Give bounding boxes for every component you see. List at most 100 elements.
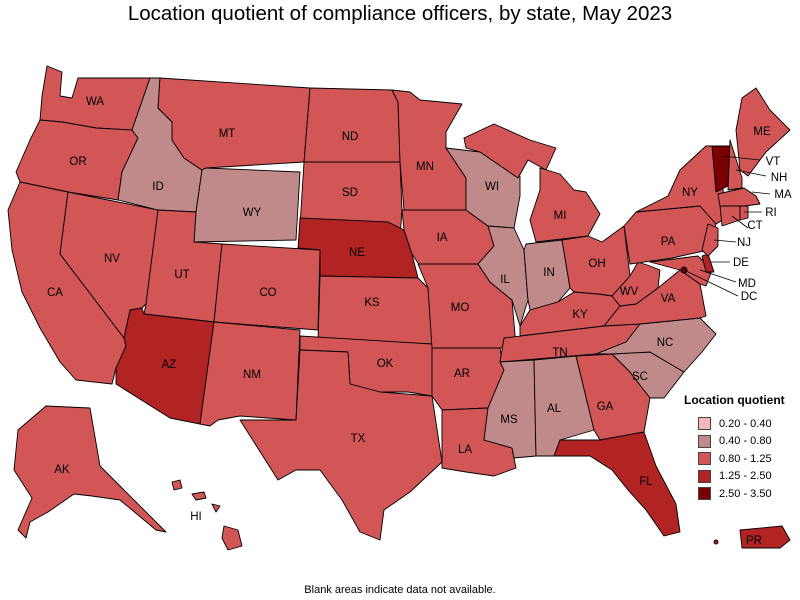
legend-swatch — [698, 487, 711, 501]
label-al: AL — [547, 403, 562, 415]
state-ma[interactable] — [717, 187, 761, 207]
label-sc: SC — [632, 371, 648, 383]
legend: Location quotient 0.20 - 0.40 0.40 - 0.80… — [684, 393, 796, 503]
legend-title: Location quotient — [684, 393, 785, 407]
state-md[interactable] — [649, 255, 713, 287]
state-de[interactable] — [701, 253, 715, 273]
label-tx: TX — [351, 433, 366, 445]
state-wy[interactable] — [193, 167, 301, 243]
legend-swatch — [698, 417, 711, 431]
label-pr: PR — [746, 535, 762, 547]
label-ri: RI — [765, 207, 777, 219]
label-va: VA — [661, 293, 676, 305]
label-pa: PA — [661, 236, 676, 248]
legend-item: 0.40 - 0.80 — [684, 433, 796, 451]
state-nm[interactable] — [199, 321, 301, 427]
state-ak[interactable] — [13, 405, 167, 539]
legend-label: 0.40 - 0.80 — [719, 435, 772, 448]
state-labels: WA OR CA NV ID MT WY UT AZ CO NM ND SD N… — [47, 96, 792, 547]
label-tn: TN — [552, 347, 567, 359]
label-nh: NH — [771, 172, 788, 184]
label-ct: CT — [747, 220, 762, 232]
label-vt: VT — [766, 156, 781, 168]
label-or: OR — [69, 156, 86, 168]
state-wv[interactable] — [611, 261, 661, 307]
state-il[interactable] — [477, 225, 529, 327]
label-az: AZ — [162, 359, 177, 371]
state-me[interactable] — [735, 87, 791, 177]
state-ct[interactable] — [719, 205, 741, 227]
label-mn: MN — [416, 161, 434, 173]
state-tx[interactable] — [239, 349, 443, 541]
state-hi-2[interactable] — [191, 491, 207, 501]
label-dc: DC — [741, 291, 758, 303]
label-ky: KY — [572, 309, 588, 321]
label-ma: MA — [774, 189, 792, 201]
legend-label: 2.50 - 3.50 — [719, 487, 772, 500]
label-mo: MO — [451, 302, 470, 314]
state-fl[interactable] — [553, 431, 681, 537]
label-ga: GA — [597, 401, 614, 413]
legend-label: 0.80 - 1.25 — [719, 452, 772, 465]
label-wy: WY — [243, 207, 262, 219]
legend-item: 1.25 - 2.50 — [684, 468, 796, 486]
label-me: ME — [753, 126, 771, 138]
label-co: CO — [259, 287, 276, 299]
state-pa[interactable] — [623, 205, 717, 265]
state-ks[interactable] — [317, 275, 433, 345]
label-mt: MT — [219, 128, 236, 140]
label-wi: WI — [485, 181, 499, 193]
label-hi: HI — [190, 511, 202, 523]
label-leader-lines — [683, 155, 771, 297]
label-md: MD — [738, 278, 756, 290]
label-nj: NJ — [737, 237, 751, 249]
state-nj[interactable] — [701, 223, 719, 257]
label-nm: NM — [243, 369, 261, 381]
label-mi: MI — [554, 210, 567, 222]
footnote: Blank areas indicate data not available. — [304, 584, 496, 596]
state-pr[interactable] — [739, 525, 791, 549]
legend-item: 0.80 - 1.25 — [684, 450, 796, 468]
label-ca: CA — [47, 287, 63, 299]
label-id: ID — [152, 181, 164, 193]
legend-label: 1.25 - 2.50 — [719, 470, 772, 483]
label-ak: AK — [54, 464, 70, 476]
state-nd[interactable] — [303, 87, 401, 163]
label-ut: UT — [174, 269, 189, 281]
legend-rows: 0.20 - 0.40 0.40 - 0.80 0.80 - 1.25 1.25 - … — [684, 415, 796, 503]
state-mi[interactable] — [463, 123, 557, 179]
label-la: LA — [458, 444, 472, 456]
state-hi-1[interactable] — [171, 479, 183, 491]
label-wv: WV — [620, 286, 639, 298]
legend-swatch — [698, 469, 711, 483]
label-ms: MS — [500, 414, 518, 426]
state-pr-island[interactable] — [713, 539, 719, 545]
legend-swatch — [698, 434, 711, 448]
state-ri[interactable] — [739, 205, 749, 221]
label-nc: NC — [657, 337, 674, 349]
legend-swatch — [698, 452, 711, 466]
state-mi-lower[interactable] — [529, 167, 601, 243]
label-oh: OH — [588, 258, 605, 270]
legend-item: 0.20 - 0.40 — [684, 415, 796, 433]
label-nd: ND — [342, 131, 359, 143]
state-nc[interactable] — [595, 317, 717, 373]
map-title: Location quotient of compliance officers… — [127, 2, 673, 25]
label-in: IN — [543, 267, 555, 279]
label-ar: AR — [454, 368, 470, 380]
label-ny: NY — [682, 187, 698, 199]
label-fl: FL — [639, 476, 653, 488]
state-hi-4[interactable] — [221, 525, 243, 551]
label-wa: WA — [86, 96, 104, 108]
state-hi-3[interactable] — [211, 503, 221, 513]
label-nv: NV — [104, 253, 120, 265]
label-il: IL — [500, 274, 510, 286]
label-ia: IA — [437, 232, 448, 244]
legend-item: 2.50 - 3.50 — [684, 485, 796, 503]
label-de: DE — [733, 257, 749, 269]
legend-label: 0.20 - 0.40 — [719, 417, 772, 430]
label-ok: OK — [377, 358, 394, 370]
label-sd: SD — [342, 187, 358, 199]
label-ks: KS — [364, 297, 380, 309]
